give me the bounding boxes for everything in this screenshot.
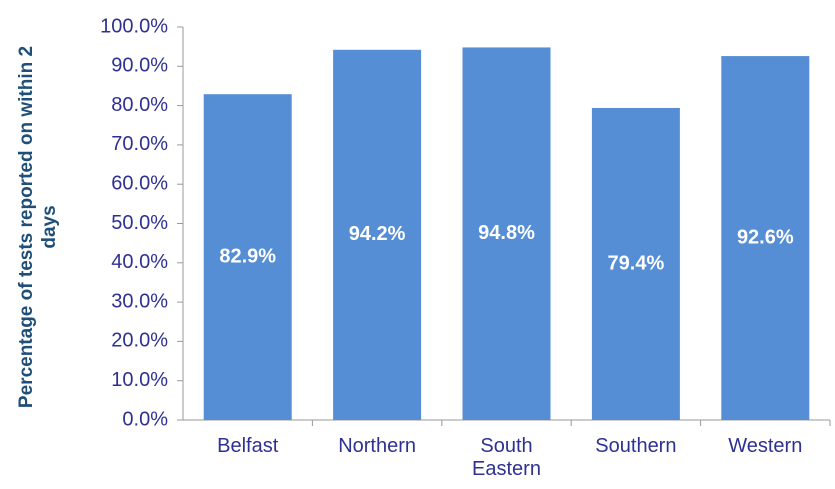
y-tick-label: 40.0% xyxy=(111,251,168,273)
x-tick-label: Northern xyxy=(338,435,416,457)
y-tick-label: 30.0% xyxy=(111,290,168,312)
x-tick-label: South Eastern xyxy=(472,435,541,480)
value-label: 92.6% xyxy=(737,226,794,248)
y-tick-label: 50.0% xyxy=(111,212,168,234)
y-tick-label: 60.0% xyxy=(111,172,168,194)
y-tick-label: 20.0% xyxy=(111,330,168,352)
y-tick-label: 100.0% xyxy=(100,15,168,37)
value-label: 94.2% xyxy=(349,223,406,245)
y-axis-label: Percentage of tests reported on within 2… xyxy=(16,45,60,409)
y-tick-label: 80.0% xyxy=(111,94,168,116)
y-tick-label: 70.0% xyxy=(111,133,168,155)
bar xyxy=(591,107,680,420)
x-tick-label: Belfast xyxy=(217,435,279,457)
y-tick-label: 90.0% xyxy=(111,55,168,77)
x-tick-label: Western xyxy=(728,435,803,457)
value-label: 82.9% xyxy=(219,245,276,267)
value-label: 94.8% xyxy=(478,222,535,244)
bar xyxy=(333,49,422,420)
bar xyxy=(203,94,292,420)
x-tick-label: Southern xyxy=(595,435,677,457)
y-tick-label: 10.0% xyxy=(111,369,168,391)
bar xyxy=(462,47,551,420)
y-tick-label: 0.0% xyxy=(122,408,168,430)
value-label: 79.4% xyxy=(608,252,665,274)
bar xyxy=(721,56,810,420)
